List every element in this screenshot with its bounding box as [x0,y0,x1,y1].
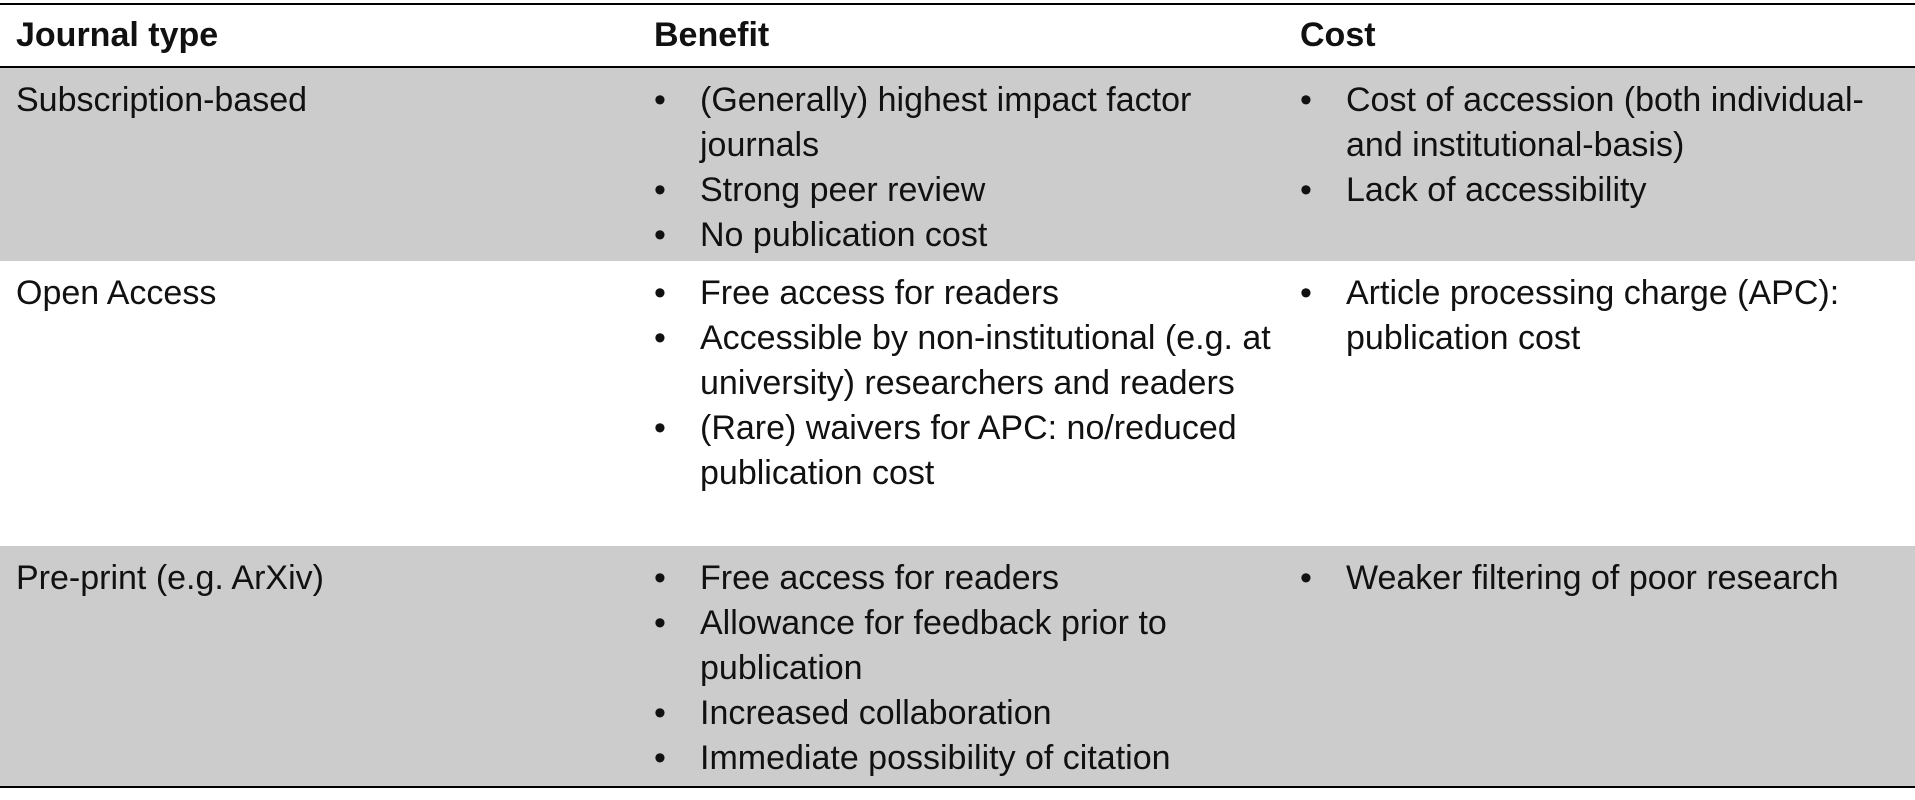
list-item: • Free access for readers [654,556,1300,601]
list-item: • Article processing charge (APC): public… [1300,271,1915,361]
bullet-icon: • [654,171,666,209]
list-item: • Immediate possibility of citation [654,736,1300,781]
benefit-list: • Free access for readers • Accessible by … [654,271,1300,496]
bullet-icon: • [654,81,666,119]
benefit-list: • Free access for readers • Allowance for … [654,556,1300,781]
list-item: • (Rare) waivers for APC: no/reduced publ… [654,406,1300,496]
header-benefit: Benefit [654,16,770,54]
cost-text: Weaker filtering of poor research [1346,559,1839,597]
benefit-cell: • Free access for readers • Accessible by … [654,261,1300,546]
bullet-icon: • [654,739,666,777]
bullet-icon: • [654,319,666,357]
bullet-icon: • [1300,171,1312,209]
table-top-rule [0,3,1915,5]
header-cost: Cost [1300,16,1376,54]
cost-list: • Cost of accession (both individual- and… [1300,78,1915,213]
bullet-icon: • [654,274,666,312]
list-item: • (Generally) highest impact factor journ… [654,78,1300,168]
list-item: • Cost of accession (both individual- and… [1300,78,1915,168]
cost-list: • Article processing charge (APC): public… [1300,271,1915,361]
bullet-icon: • [654,409,666,447]
table-row: Subscription-based • (Generally) highest … [0,68,1915,261]
list-item: • Increased collaboration [654,691,1300,736]
benefit-cell: • Free access for readers • Allowance for … [654,546,1300,786]
benefit-text: (Rare) waivers for APC: no/reduced publi… [700,409,1237,492]
cost-text: Article processing charge (APC): publica… [1346,274,1840,357]
table-row: Open Access • Free access for readers • Ac… [0,261,1915,546]
list-item: • Free access for readers [654,271,1300,316]
benefit-list: • (Generally) highest impact factor journ… [654,78,1300,258]
cost-text: Cost of accession (both individual- and … [1346,81,1864,164]
list-item: • Accessible by non-institutional (e.g. a… [654,316,1300,406]
list-item: • Strong peer review [654,168,1300,213]
comparison-table: Journal type Benefit Cost Subscription-b… [0,3,1915,788]
bullet-icon: • [1300,559,1312,597]
benefit-text: Immediate possibility of citation [700,739,1171,777]
bullet-icon: • [654,559,666,597]
list-item: • Lack of accessibility [1300,168,1915,213]
benefit-cell: • (Generally) highest impact factor journ… [654,68,1300,261]
cost-text: Lack of accessibility [1346,171,1647,209]
journal-type-cell: Pre-print (e.g. ArXiv) [16,559,324,597]
bullet-icon: • [1300,274,1312,312]
bullet-icon: • [654,216,666,254]
benefit-text: Free access for readers [700,559,1060,597]
list-item: • No publication cost [654,213,1300,258]
benefit-text: Allowance for feedback prior to publicat… [700,604,1167,687]
benefit-text: Increased collaboration [700,694,1052,732]
benefit-text: (Generally) highest impact factor journa… [700,81,1192,164]
bullet-icon: • [1300,81,1312,119]
list-item: • Allowance for feedback prior to publica… [654,601,1300,691]
cost-list: • Weaker filtering of poor research [1300,556,1915,601]
table-row: Pre-print (e.g. ArXiv) • Free access for … [0,546,1915,786]
cost-cell: • Weaker filtering of poor research [1300,546,1915,786]
bullet-icon: • [654,694,666,732]
cost-cell: • Article processing charge (APC): public… [1300,261,1915,546]
table-header-row: Journal type Benefit Cost [0,5,1915,66]
table-bottom-rule [0,786,1915,788]
list-item: • Weaker filtering of poor research [1300,556,1915,601]
benefit-text: Free access for readers [700,274,1060,312]
table-header-rule [0,66,1915,68]
benefit-text: Accessible by non-institutional (e.g. at… [700,319,1271,402]
benefit-text: No publication cost [700,216,988,254]
benefit-text: Strong peer review [700,171,986,209]
bullet-icon: • [654,604,666,642]
journal-type-cell: Subscription-based [16,81,308,119]
cost-cell: • Cost of accession (both individual- and… [1300,68,1915,261]
header-journal-type: Journal type [16,16,219,54]
journal-type-cell: Open Access [16,274,217,312]
